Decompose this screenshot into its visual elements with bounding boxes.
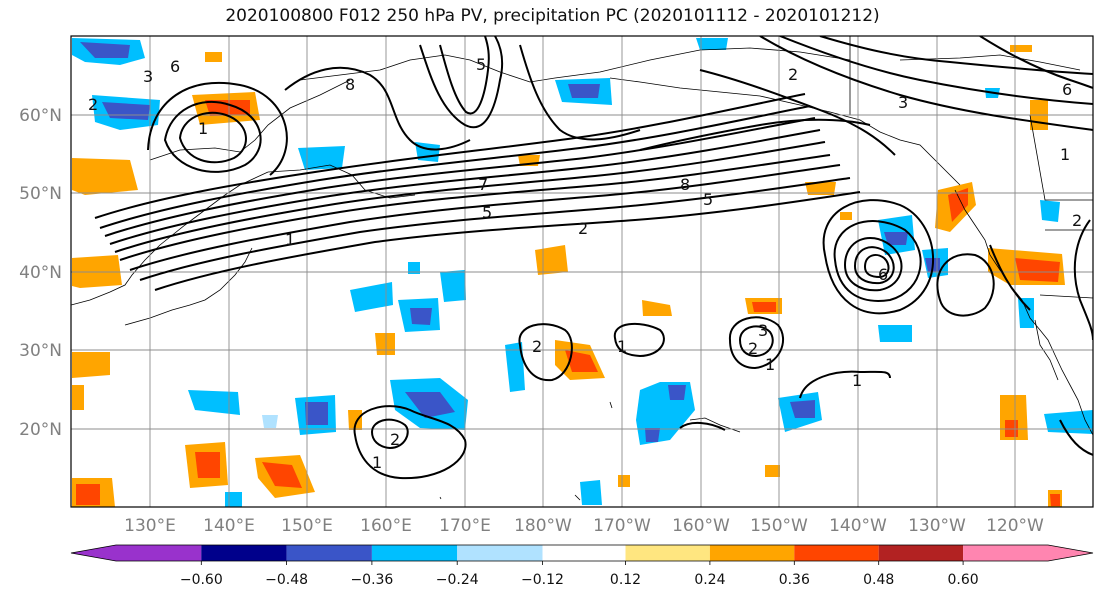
lon-label: 130°W [908, 516, 966, 536]
contour-label: 1 [617, 337, 627, 356]
lon-label: 120°W [986, 516, 1044, 536]
colorbar-tick-label: 0.36 [779, 572, 810, 588]
colorbar-outline [70, 544, 1094, 562]
contour-label: 3 [758, 321, 768, 340]
chart-title: 2020100800 F012 250 hPa PV, precipitatio… [225, 6, 880, 26]
colorbar-segment [709, 545, 795, 561]
contour-label: 5 [703, 190, 713, 209]
colorbar-tick-label: −0.24 [436, 572, 479, 588]
lon-label: 150°W [750, 516, 808, 536]
pv-contours [94, 36, 1093, 480]
colorbar-segment [963, 545, 1048, 561]
contour-label: 5 [476, 55, 486, 74]
contour-label: 8 [345, 75, 355, 94]
lat-label-20n: 20°N [19, 420, 62, 440]
contour-label: 1 [285, 230, 295, 249]
colorbar-segment [286, 545, 372, 561]
contour-label: 1 [1060, 145, 1070, 164]
contour-labels: 3 6 2 1 5 8 2 5 8 3 6 2 5 7 1 6 1 2 1 2 … [88, 55, 1082, 472]
contour-label: 2 [390, 430, 400, 449]
contour-label: 3 [898, 93, 908, 112]
lon-label: 170°E [439, 516, 491, 536]
lat-label-30n: 30°N [19, 341, 62, 361]
contour-label: 2 [578, 219, 588, 238]
colorbar-tick-label: 0.24 [694, 572, 725, 588]
map-frame [70, 35, 1094, 508]
contour-label: 2 [788, 65, 798, 84]
colorbar-tick-label: 0.60 [948, 572, 979, 588]
colorbar-segment [878, 545, 964, 561]
lat-label-40n: 40°N [19, 263, 62, 283]
colorbar: −0.60 −0.48 −0.36 −0.24 −0.12 0.12 0.24 … [70, 544, 1094, 588]
colorbar-tick-label: −0.36 [350, 572, 393, 588]
colorbar-segment [457, 545, 543, 561]
colorbar-tick-label: −0.60 [180, 572, 223, 588]
contour-label: 3 [143, 67, 153, 86]
colorbar-segment [116, 545, 202, 561]
colorbar-segment [794, 545, 879, 561]
contour-label: 6 [878, 265, 888, 284]
longitude-axis: 130°E 140°E 150°E 160°E 170°E 180°W 170°… [124, 516, 1044, 536]
colorbar-tick-label: 0.12 [610, 572, 641, 588]
lon-label: 170°W [593, 516, 651, 536]
contour-label: 2 [88, 95, 98, 114]
contour-label: 1 [765, 355, 775, 374]
lon-label: 160°E [360, 516, 412, 536]
colorbar-tick-label: −0.12 [521, 572, 564, 588]
contour-label: 7 [478, 175, 488, 194]
lat-label-60n: 60°N [19, 106, 62, 126]
colorbar-extend-high [1048, 545, 1093, 561]
lon-label: 140°E [203, 516, 255, 536]
lon-label: 150°E [281, 516, 333, 536]
colorbar-tick-label: 0.48 [863, 572, 894, 588]
contour-label: 1 [372, 453, 382, 472]
colorbar-segment [201, 545, 287, 561]
contour-label: 2 [532, 337, 542, 356]
coastlines [71, 36, 1093, 501]
lon-label: 140°W [829, 516, 887, 536]
colorbar-segment [371, 545, 458, 561]
latitude-axis: 60°N 50°N 40°N 30°N 20°N [19, 106, 62, 440]
contour-label: 6 [1062, 80, 1072, 99]
lon-label: 130°E [124, 516, 176, 536]
contour-label: 2 [748, 339, 758, 358]
lon-label: 180°W [514, 516, 572, 536]
contour-label: 6 [170, 57, 180, 76]
colorbar-segment [625, 545, 710, 561]
colorbar-segment [542, 545, 626, 561]
contour-label: 1 [198, 119, 208, 138]
contour-label: 8 [680, 175, 690, 194]
colorbar-tick-label: −0.48 [265, 572, 308, 588]
contour-label: 5 [482, 203, 492, 222]
lon-label: 160°W [672, 516, 730, 536]
contour-label: 1 [852, 371, 862, 390]
lat-label-50n: 50°N [19, 184, 62, 204]
contour-label: 2 [1072, 211, 1082, 230]
colorbar-extend-low [71, 545, 116, 561]
